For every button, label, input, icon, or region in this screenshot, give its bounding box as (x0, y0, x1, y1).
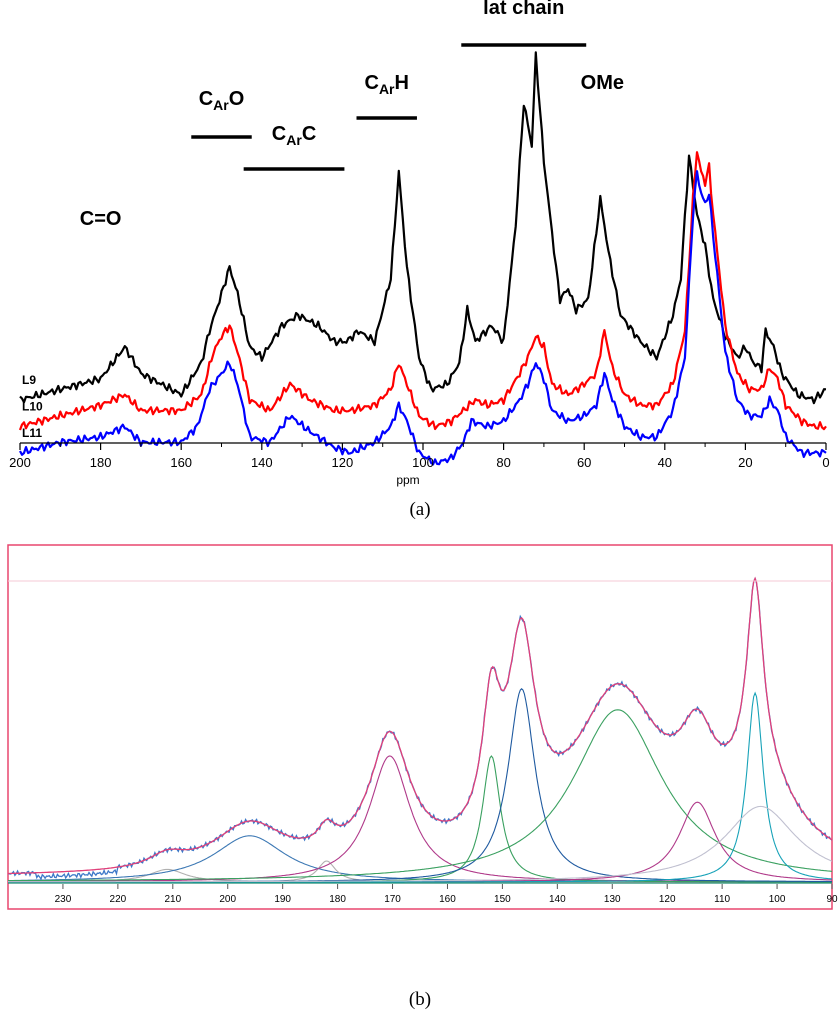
caption-b: (b) (409, 989, 431, 1010)
x-tick-label: 160 (439, 894, 456, 905)
x-tick-label: 100 (769, 894, 786, 905)
series-labels: L9 L10 L11 (22, 373, 43, 440)
x-axis-ticks: 200 180 160 140 120 100 80 60 40 20 0 (9, 443, 830, 470)
x-tick-label: 230 (55, 894, 72, 905)
x-tick-label: 180 (90, 455, 112, 470)
x-tick-label: 190 (274, 894, 291, 905)
x-tick-label: 130 (604, 894, 621, 905)
x-tick-label: 170 (384, 894, 401, 905)
x-tick-label: 40 (658, 455, 672, 470)
region-label: CArC (272, 123, 316, 148)
region-label: lat chain (483, 0, 564, 19)
fit-component (8, 805, 833, 883)
series-line-l9 (19, 51, 827, 405)
x-tick-label: 60 (577, 455, 591, 470)
x-tick-label: 180 (329, 894, 346, 905)
fit-component (8, 709, 833, 882)
x-tick-label: 120 (659, 894, 676, 905)
x-tick-label: 220 (110, 894, 127, 905)
series-line-l10 (18, 151, 827, 431)
caption-a: (a) (409, 499, 430, 520)
series-line-l11 (19, 170, 827, 466)
x-tick-label: 140 (549, 894, 566, 905)
region-label: CArO (199, 88, 245, 113)
region-label: C=O (80, 208, 122, 230)
x-tick-label: 200 (219, 894, 236, 905)
x-tick-label: 20 (738, 455, 752, 470)
series-label-l10: L10 (22, 399, 43, 413)
region-label: CArH (364, 72, 408, 97)
x-tick-label: 110 (714, 894, 730, 905)
fitted-spectrum (8, 576, 833, 875)
x-tick-label: 90 (826, 894, 838, 905)
x-tick-label: 210 (164, 894, 181, 905)
x-axis-ticks: 230 220 210 200 190 180 170 160 150 140 130 120 110 1… (55, 884, 838, 905)
x-tick-label: 150 (494, 894, 511, 905)
region-label: OMe (581, 72, 624, 94)
series-lines (18, 51, 827, 466)
x-tick-label: 80 (496, 455, 510, 470)
fit-curves (7, 576, 833, 884)
x-tick-label: 100 (412, 455, 434, 470)
plot-frame (7, 544, 833, 910)
series-label-l9: L9 (22, 373, 36, 387)
x-tick-label: 0 (822, 455, 829, 470)
x-tick-label: 200 (9, 455, 31, 470)
x-axis-label: ppm (396, 473, 419, 487)
series-label-l11: L11 (22, 426, 42, 440)
x-tick-label: 120 (332, 455, 354, 470)
x-tick-label: 140 (251, 455, 273, 470)
panel-b-chart: 230 220 210 200 190 180 170 160 150 140 130 120 110 1… (7, 544, 838, 910)
x-tick-label: 160 (170, 455, 192, 470)
annotations: C=O CArO CArC CArH lat chain OMe (80, 0, 624, 230)
